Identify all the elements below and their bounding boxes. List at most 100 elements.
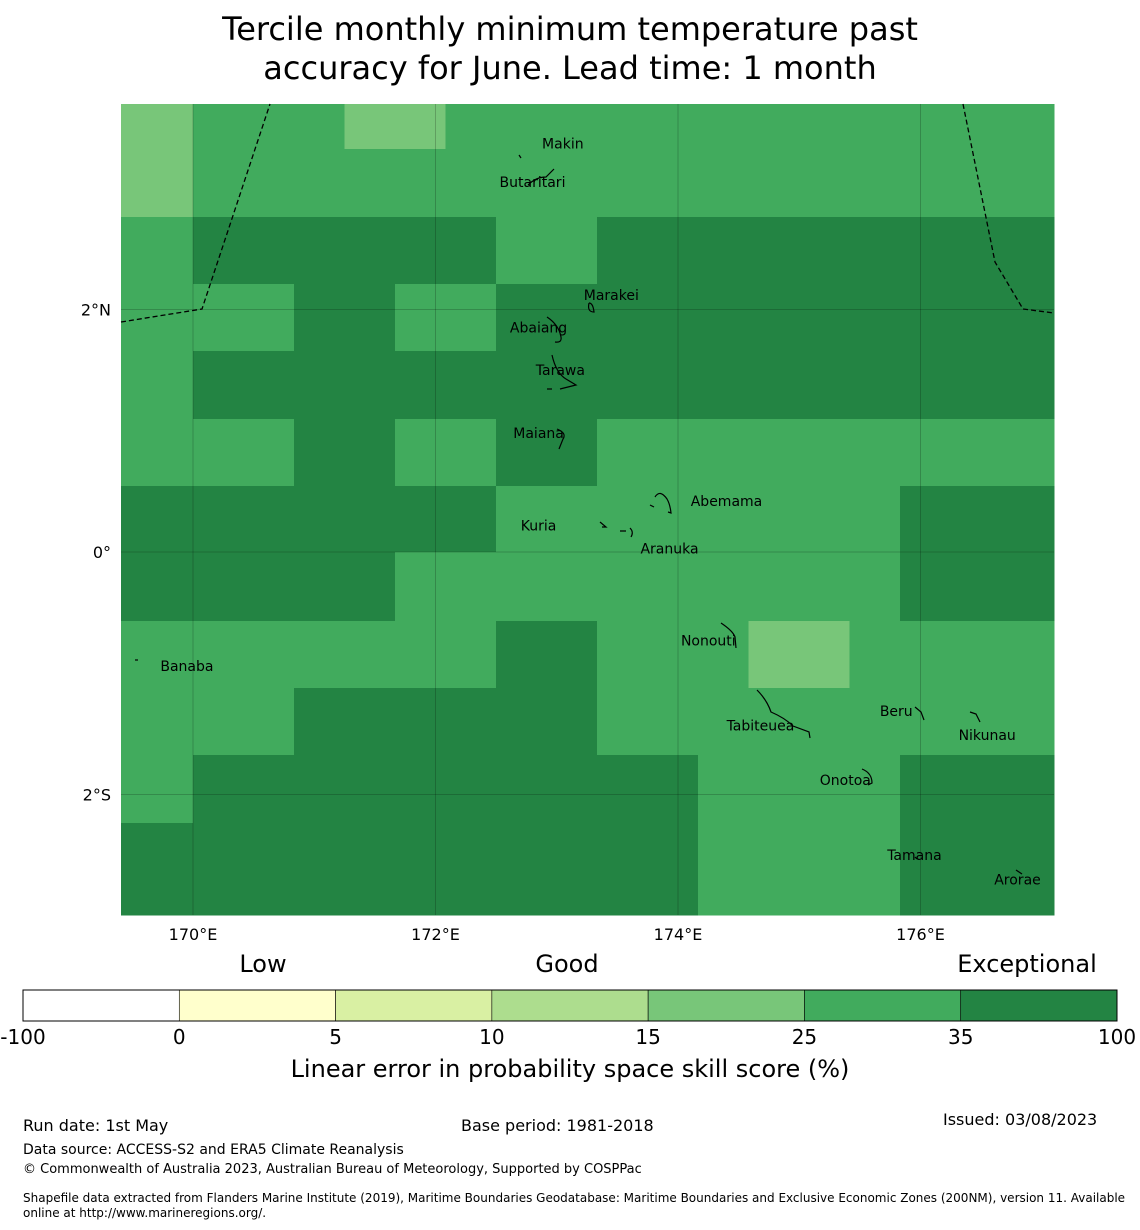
skill-cell — [900, 149, 951, 218]
skill-cell — [647, 419, 699, 487]
skill-cell — [294, 755, 345, 824]
skill-cell — [121, 755, 194, 824]
colorbar-category-label: Good — [535, 950, 598, 978]
skill-cell — [243, 688, 295, 756]
skill-cell — [1001, 351, 1055, 420]
lat-tick-label: 2°S — [83, 786, 111, 805]
skill-cell — [121, 621, 194, 689]
issued-date: Issued: 03/08/2023 — [943, 1110, 1098, 1129]
skill-cell — [748, 217, 800, 285]
skill-cell — [950, 284, 1002, 352]
skill-cell — [849, 351, 901, 420]
skill-cell — [900, 552, 951, 622]
skill-cell — [950, 755, 1002, 824]
skill-cell — [193, 104, 244, 150]
skill-cell — [1001, 688, 1055, 756]
skill-cell — [294, 621, 345, 689]
colorbar-segment — [960, 989, 1118, 1022]
skill-cell — [496, 486, 547, 553]
skill-cell — [243, 419, 295, 487]
skill-cell — [294, 149, 345, 218]
skill-cell — [121, 217, 194, 285]
skill-cell — [799, 419, 850, 487]
skill-cell — [445, 104, 497, 150]
skill-cell — [546, 688, 598, 756]
skill-cell — [950, 621, 1002, 689]
skill-cell — [748, 755, 800, 824]
coastline-abemama-west — [649, 504, 655, 508]
skill-cell — [647, 552, 699, 622]
coastline-abaiang — [546, 316, 562, 343]
skill-cell — [344, 419, 396, 487]
skill-cell — [121, 104, 194, 150]
skill-cell — [496, 104, 547, 150]
skill-cell — [849, 419, 901, 487]
skill-cell — [294, 486, 345, 553]
lon-tick-label: 172°E — [411, 925, 460, 944]
colorbar-tick-label: 25 — [792, 1025, 817, 1049]
skill-cell — [1001, 217, 1055, 285]
skill-cell — [294, 351, 345, 420]
skill-cell — [546, 486, 598, 553]
skill-cell — [445, 149, 497, 218]
skill-cell — [395, 486, 446, 553]
skill-cell — [121, 552, 194, 622]
island-label: Beru — [880, 704, 913, 720]
skill-cell — [294, 552, 345, 622]
coastline-tamana — [914, 856, 918, 860]
coastline-makin — [518, 154, 522, 159]
coastline-tarawa — [551, 354, 578, 390]
skill-cell — [546, 284, 598, 352]
skill-cell — [445, 419, 497, 487]
skill-cell — [496, 688, 547, 756]
skill-cell — [950, 486, 1002, 553]
skill-cell — [121, 823, 194, 916]
coastline-maiana — [556, 428, 565, 450]
skill-cell — [445, 621, 497, 689]
skill-cell — [546, 621, 598, 689]
skill-cell — [748, 284, 800, 352]
colorbar-segment — [22, 989, 180, 1022]
skill-cell — [748, 621, 800, 689]
skill-cell — [546, 552, 598, 622]
skill-cell — [344, 149, 396, 218]
skill-cell — [647, 104, 699, 150]
skill-cell — [849, 621, 901, 689]
map-title-line2: accuracy for June. Lead time: 1 month — [263, 49, 877, 87]
skill-cell — [193, 486, 244, 553]
skill-cell — [1001, 284, 1055, 352]
coastline-butaritari — [527, 168, 555, 186]
skill-cell — [294, 419, 345, 487]
skill-cell — [445, 217, 497, 285]
colorbar-segment — [178, 989, 336, 1022]
island-label: Tamana — [886, 848, 941, 864]
eez-boundary-west — [120, 103, 271, 323]
skill-cell — [698, 621, 749, 689]
lon-tick-label: 174°E — [654, 925, 703, 944]
skill-cell — [597, 486, 648, 553]
skill-cell — [496, 621, 547, 689]
skill-cell — [900, 104, 951, 150]
skill-cell — [950, 149, 1002, 218]
skill-cell — [698, 823, 749, 916]
colorbar-tick-label: 100 — [1098, 1025, 1136, 1049]
skill-cell — [849, 823, 901, 916]
skill-cell — [647, 755, 699, 824]
island-label: Arorae — [994, 872, 1041, 888]
map-title: Tercile monthly minimum temperature past… — [0, 10, 1140, 88]
skill-cell — [243, 486, 295, 553]
coastline-tabiteuea — [756, 689, 811, 739]
coastline-beru — [914, 706, 925, 721]
skill-cell — [900, 486, 951, 553]
skill-cell — [243, 284, 295, 352]
skill-cell — [546, 419, 598, 487]
skill-cell — [597, 419, 648, 487]
skill-cell — [597, 688, 648, 756]
skill-cell — [445, 823, 497, 916]
skill-cell — [496, 149, 547, 218]
skill-cell — [849, 217, 901, 285]
map-canvas: Makin Butaritari Marakei Abaiang Tarawa Maian… — [0, 103, 1136, 1083]
skill-cell — [395, 552, 446, 622]
lat-tick-label: 0° — [93, 543, 111, 562]
skill-cell — [647, 823, 699, 916]
